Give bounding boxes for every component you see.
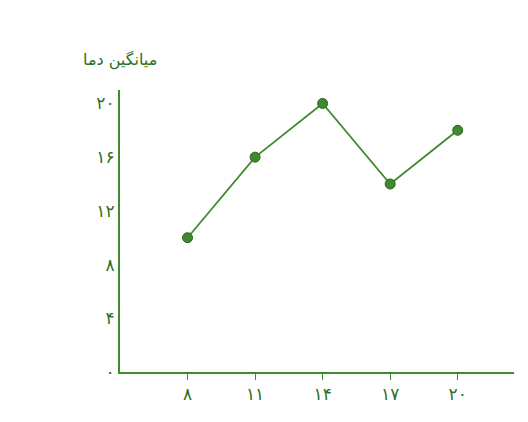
svg-text:۴: ۴ — [105, 308, 114, 328]
svg-text:۱۷: ۱۷ — [381, 384, 399, 404]
svg-text:۰: ۰ — [105, 362, 114, 382]
svg-text:۲۰: ۲۰ — [96, 93, 114, 113]
svg-text:۱۲: ۱۲ — [96, 201, 114, 221]
svg-text:۸: ۸ — [183, 384, 192, 404]
svg-text:۲۰: ۲۰ — [449, 384, 467, 404]
svg-text:میانگین دما: میانگین دما — [83, 50, 157, 70]
svg-text:۸: ۸ — [105, 255, 114, 275]
svg-text:۱۴: ۱۴ — [313, 384, 331, 404]
svg-text:۱۶: ۱۶ — [96, 147, 114, 167]
svg-text:۱۱: ۱۱ — [246, 384, 264, 404]
